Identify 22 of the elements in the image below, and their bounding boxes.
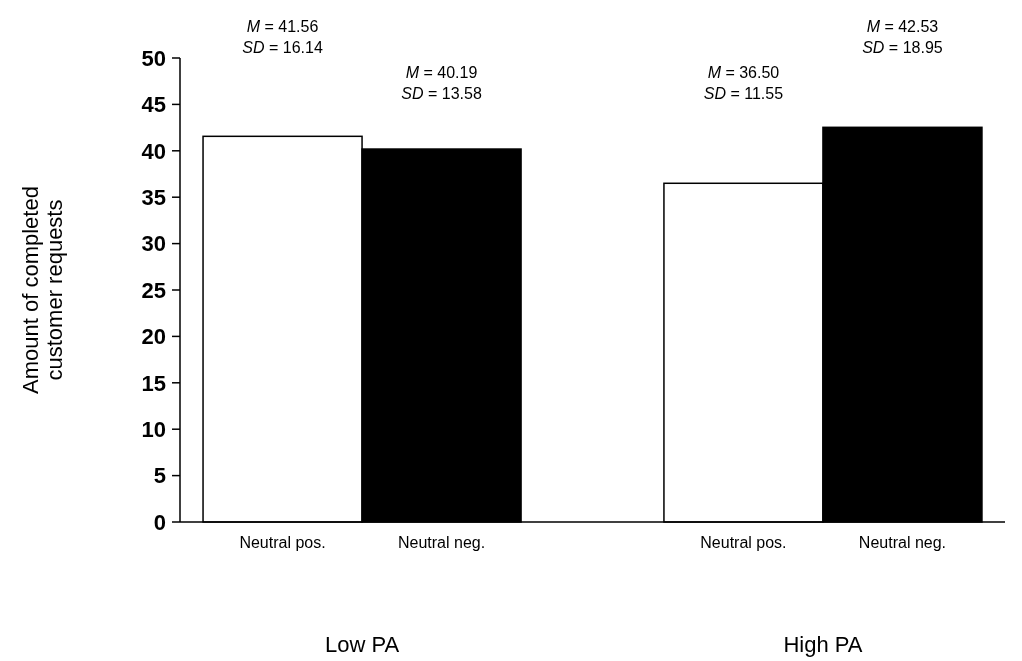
y-tick-label: 15 — [141, 370, 166, 396]
y-tick-label: 0 — [153, 509, 166, 535]
y-tick-label: 50 — [141, 45, 166, 71]
text: Neutral neg. — [858, 534, 947, 551]
y-tick-label: 40 — [141, 138, 166, 164]
y-tick-label: 25 — [141, 277, 166, 303]
series-label: Neutral neg. — [397, 534, 486, 551]
text: Neutral pos. — [700, 534, 787, 551]
series-label: Neutral pos. — [239, 534, 326, 551]
text: M = 42.53 SD = 18.95 — [862, 18, 943, 56]
text: M = 41.56 SD = 16.14 — [242, 18, 323, 56]
y-tick-label: 5 — [153, 463, 166, 489]
y-tick-label: 30 — [141, 231, 166, 257]
x-tick-label: High PA — [783, 632, 863, 657]
y-tick-label: 35 — [141, 184, 166, 210]
y-tick-label: 20 — [141, 324, 166, 350]
x-tick-label: Low PA — [324, 632, 400, 657]
y-tick-label: 45 — [141, 92, 166, 118]
y-tick-label: 10 — [141, 416, 166, 442]
annotation: M = 40.19 SD = 13.58 — [401, 64, 482, 102]
y-axis-title: Amount of completed customer requests — [17, 186, 68, 394]
annotation: M = 36.50 SD = 11.55 — [703, 64, 784, 102]
